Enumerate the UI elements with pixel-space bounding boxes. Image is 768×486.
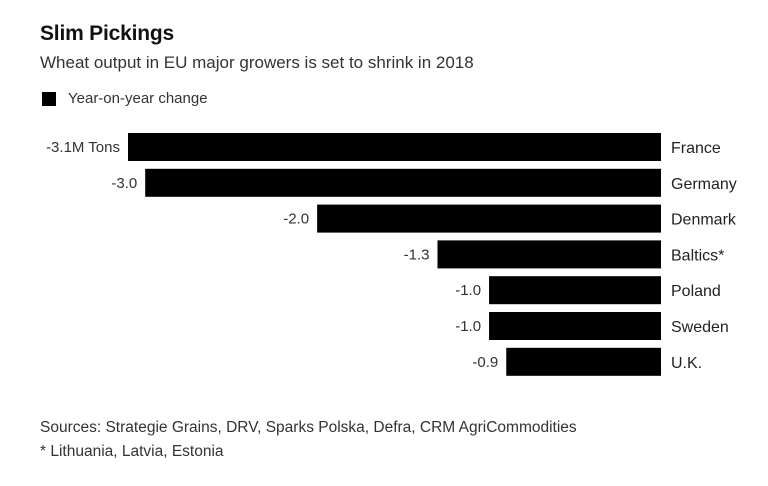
sources-note: Sources: Strategie Grains, DRV, Sparks P…: [40, 419, 577, 436]
category-label: Baltics*: [671, 247, 724, 264]
category-label: Denmark: [671, 212, 737, 229]
baltics-footnote: * Lithuania, Latvia, Estonia: [40, 443, 224, 460]
legend-swatch: [42, 91, 56, 106]
data-label: -1.0: [455, 282, 481, 299]
data-label: -1.3: [404, 246, 430, 263]
chart-subtitle: Wheat output in EU major growers is set …: [40, 53, 474, 72]
legend-label: Year-on-year change: [68, 90, 208, 107]
data-label: -1.0: [455, 318, 481, 335]
category-label: Poland: [671, 283, 721, 300]
chart-title: Slim Pickings: [40, 22, 174, 45]
category-label: Sweden: [671, 319, 729, 336]
data-label: -0.9: [472, 354, 498, 371]
bar-chart: -3.1M Tons France -3.0 Germany -2.0 Denmark -1…: [46, 133, 737, 376]
bar-baltics: [437, 240, 661, 269]
bar-uk: [506, 347, 661, 376]
bar-sweden: [489, 312, 661, 340]
bar-denmark: [317, 204, 661, 233]
bar-france: [128, 133, 661, 161]
category-label: Germany: [671, 176, 737, 193]
bar-germany: [145, 168, 661, 197]
data-label: -2.0: [283, 211, 309, 228]
data-label: -3.0: [111, 175, 137, 192]
legend: Year-on-year change: [42, 90, 208, 107]
category-label: France: [671, 140, 721, 157]
data-label: -3.1M Tons: [46, 139, 120, 156]
category-label: U.K.: [671, 355, 702, 372]
bar-poland: [489, 276, 661, 305]
